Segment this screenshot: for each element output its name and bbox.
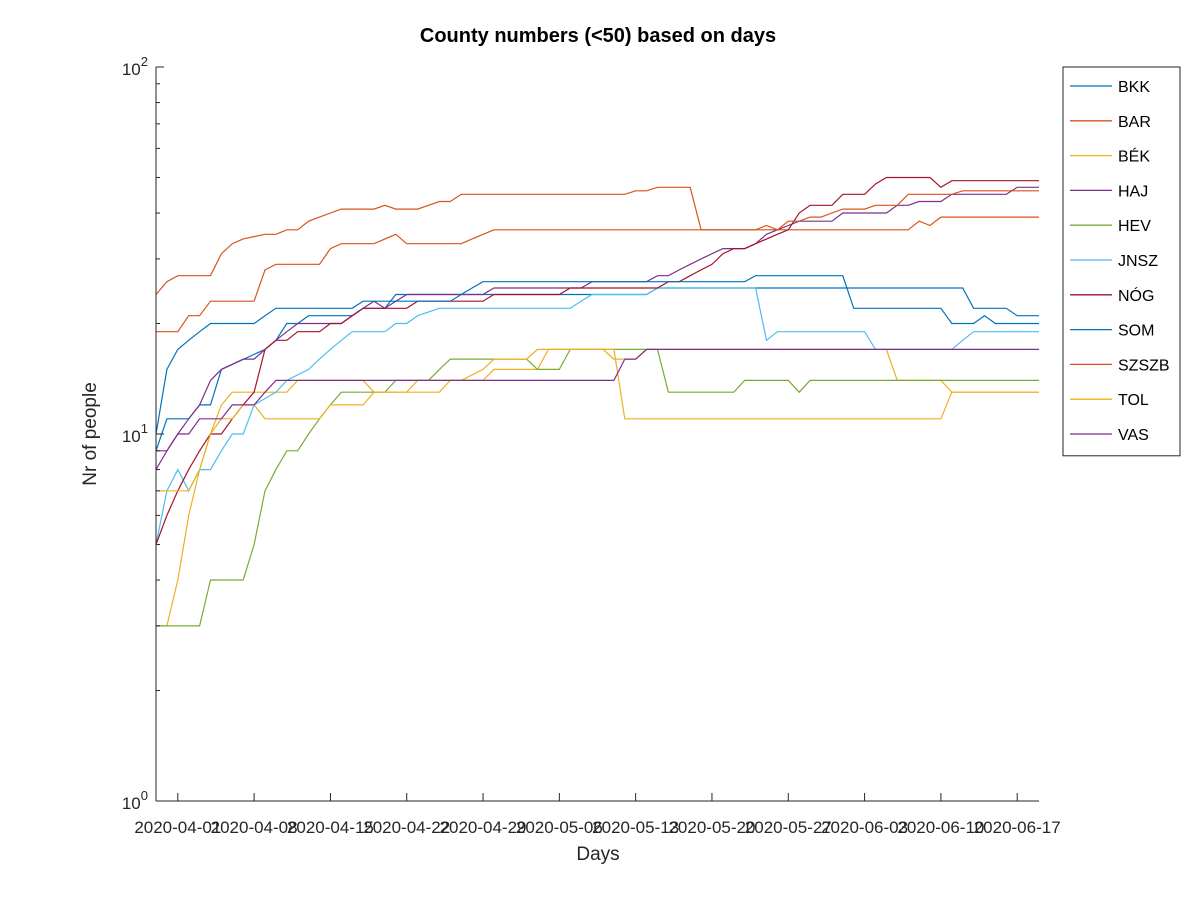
x-tick-label: 2020-04-08 xyxy=(211,818,298,837)
legend: BKK BAR BÉK HAJ HEV JNSZ NÓG SOM SZSZB TOL VAS xyxy=(1062,66,1181,457)
x-axis-label: Days xyxy=(576,844,619,865)
series-line-vas xyxy=(155,348,1039,470)
y-tick-label: 100 xyxy=(122,788,148,813)
legend-label-haj: HAJ xyxy=(1118,183,1148,200)
y-tick-label: 101 xyxy=(122,421,148,446)
y-tick-label: 102 xyxy=(122,54,148,79)
legend-label-hev: HEV xyxy=(1118,218,1151,235)
series-line-som xyxy=(155,275,1039,435)
x-tick-label: 2020-06-10 xyxy=(897,818,984,837)
y-axis-label: Nr of people xyxy=(80,382,101,486)
legend-label-vas: VAS xyxy=(1118,427,1149,444)
x-tick-label: 2020-06-03 xyxy=(821,818,908,837)
legend-label-bkk: BKK xyxy=(1118,79,1150,96)
x-tick-label: 2020-05-13 xyxy=(592,818,679,837)
axes: 1001011022020-04-012020-04-082020-04-152… xyxy=(122,54,1061,837)
x-tick-label: 2020-05-27 xyxy=(745,818,832,837)
x-tick-label: 2020-04-22 xyxy=(363,818,450,837)
legend-label-nóg: NÓG xyxy=(1118,286,1154,305)
series-line-jnsz xyxy=(155,287,1039,545)
x-tick-label: 2020-06-17 xyxy=(974,818,1061,837)
x-tick-label: 2020-04-15 xyxy=(287,818,374,837)
x-tick-label: 2020-04-29 xyxy=(440,818,527,837)
x-tick-label: 2020-05-20 xyxy=(668,818,755,837)
legend-label-bék: BÉK xyxy=(1118,147,1150,166)
series-line-bék xyxy=(156,348,1039,627)
legend-box xyxy=(1062,66,1181,457)
legend-label-bar: BAR xyxy=(1118,114,1151,131)
series-line-nóg xyxy=(155,176,1039,545)
x-tick-label: 2020-05-06 xyxy=(516,818,603,837)
legend-label-szszb: SZSZB xyxy=(1118,357,1170,374)
legend-label-som: SOM xyxy=(1118,323,1154,340)
plot-area xyxy=(155,176,1039,627)
series-line-haj xyxy=(156,186,1039,452)
series-line-szszb xyxy=(155,186,1039,295)
legend-label-tol: TOL xyxy=(1118,392,1149,409)
series-line-bkk xyxy=(155,287,1039,451)
x-tick-label: 2020-04-01 xyxy=(134,818,221,837)
legend-label-jnsz: JNSZ xyxy=(1118,253,1158,270)
series-line-tol xyxy=(156,348,1039,492)
series-line-bar xyxy=(156,216,1039,333)
chart-title: County numbers (<50) based on days xyxy=(420,25,776,47)
